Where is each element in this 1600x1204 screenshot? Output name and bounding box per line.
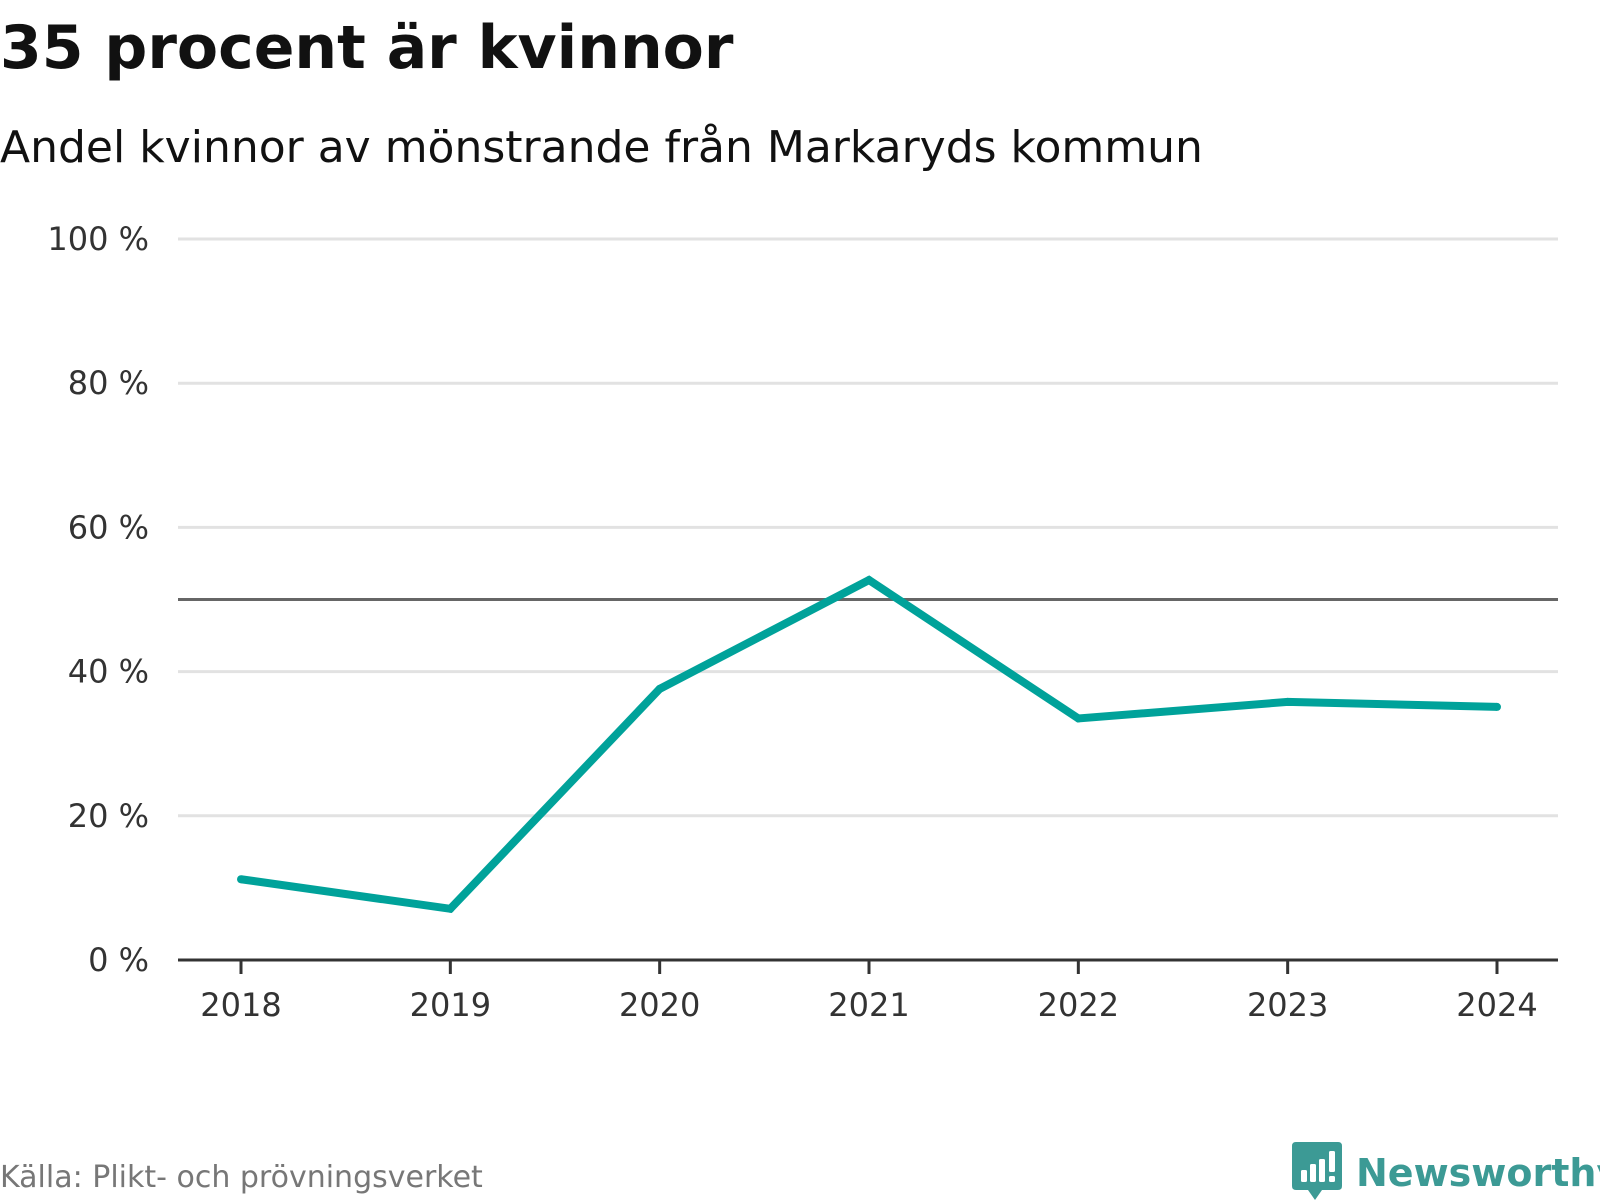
y-tick-label: 100 % xyxy=(47,220,149,258)
data-point-2020[interactable] xyxy=(655,684,664,693)
brand-name: Newsworthy xyxy=(1356,1151,1600,1195)
y-axis-ticks: 0 % 20 % 40 % 60 % 80 % 100 % xyxy=(47,220,149,979)
brand-logo: Newsworthy xyxy=(1292,1142,1600,1204)
x-tick-label: 2022 xyxy=(1038,986,1119,1024)
y-tick-label: 20 % xyxy=(68,797,149,835)
y-tick-label: 40 % xyxy=(68,653,149,691)
x-tick-label: 2019 xyxy=(410,986,491,1024)
series-group xyxy=(237,575,1501,914)
gridlines xyxy=(178,237,1558,818)
chart-title: 35 procent är kvinnor xyxy=(0,13,734,83)
newsworthy-logo-icon xyxy=(1292,1142,1342,1200)
data-point-2018[interactable] xyxy=(237,875,245,884)
data-point-2021[interactable] xyxy=(865,576,873,585)
data-point-2019[interactable] xyxy=(446,904,455,913)
chart-subtitle: Andel kvinnor av mönstrande från Markary… xyxy=(0,122,1203,173)
y-tick-label: 60 % xyxy=(68,508,149,546)
x-tick-label: 2021 xyxy=(828,986,909,1024)
data-point-2023[interactable] xyxy=(1283,697,1292,706)
source-note: Källa: Plikt- och prövningsverket xyxy=(0,1160,483,1195)
series-line-0 xyxy=(240,575,1498,914)
data-point-2024[interactable] xyxy=(1493,702,1501,711)
x-tick-label: 2024 xyxy=(1456,986,1537,1024)
y-tick-label: 0 % xyxy=(88,941,149,979)
x-tick-label: 2020 xyxy=(619,986,700,1024)
x-tick-label: 2023 xyxy=(1247,986,1328,1024)
y-tick-label: 80 % xyxy=(68,364,149,402)
data-point-2022[interactable] xyxy=(1074,714,1083,723)
x-axis-ticks: 2018 2019 2020 2021 2022 2023 2024 xyxy=(200,960,1538,1024)
x-tick-label: 2018 xyxy=(200,986,281,1024)
